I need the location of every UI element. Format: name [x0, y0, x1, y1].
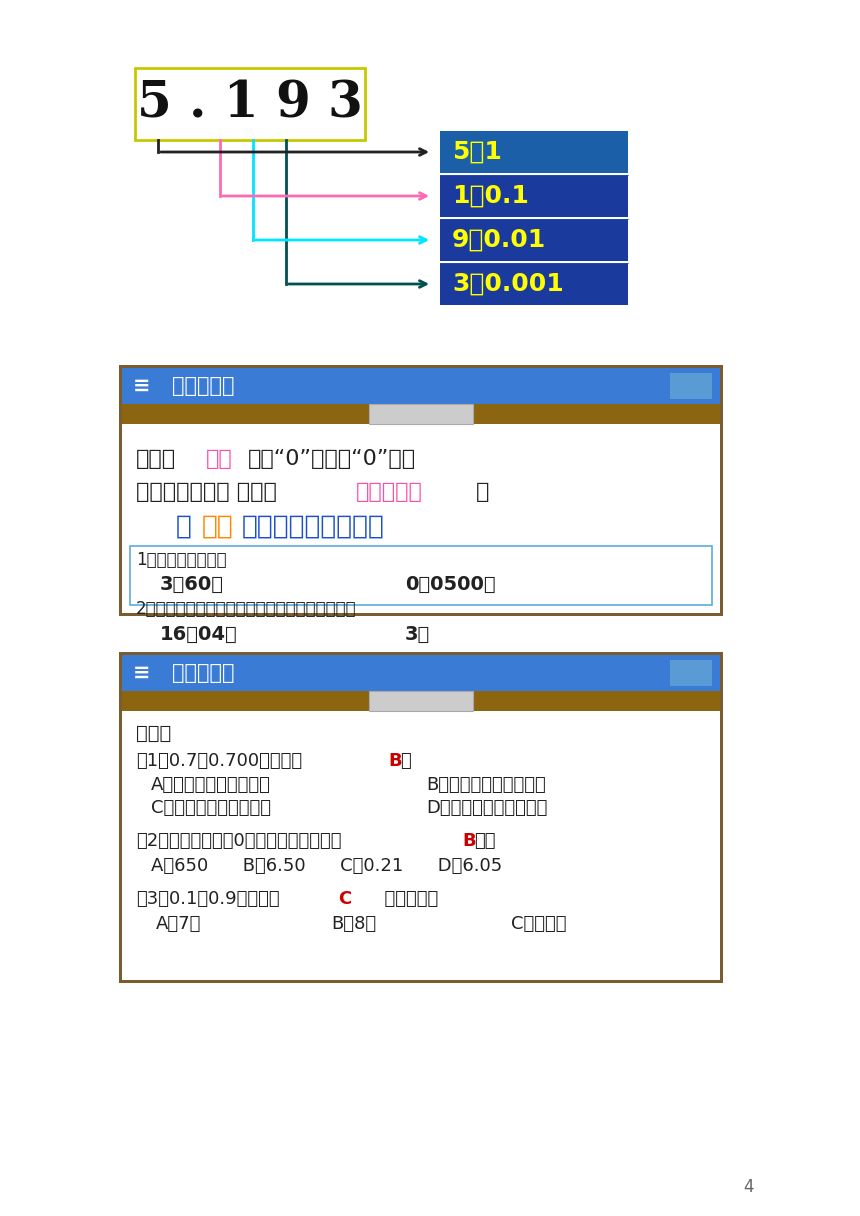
- Text: B: B: [462, 832, 476, 850]
- Bar: [440, 131, 628, 173]
- Bar: [122, 368, 720, 404]
- Bar: [440, 219, 628, 261]
- Text: （1）0.7与0.700相比，（: （1）0.7与0.700相比，（: [136, 751, 302, 770]
- Text: A、大小相等，意义相同: A、大小相等，意义相同: [151, 776, 271, 794]
- Bar: [122, 691, 720, 711]
- Text: C、大小不等，意义相同: C、大小不等，意义相同: [151, 799, 271, 817]
- Bar: [135, 68, 365, 140]
- Text: A、650      B、6.50      C、0.21      D、6.05: A、650 B、6.50 C、0.21 D、6.05: [151, 857, 502, 876]
- Text: B、大小相等，意义不同: B、大小相等，意义不同: [426, 776, 546, 794]
- Text: 整数: 整数: [202, 514, 234, 540]
- Text: ）: ）: [400, 751, 411, 770]
- Text: 添上“0”或去掉“0”，小: 添上“0”或去掉“0”，小: [248, 449, 416, 469]
- Text: 16．04＝: 16．04＝: [160, 625, 237, 643]
- Text: 3＝: 3＝: [405, 625, 430, 643]
- Text: 2、不改变数的大小，把下面各数改写成三位小数: 2、不改变数的大小，把下面各数改写成三位小数: [136, 599, 357, 618]
- Bar: [369, 404, 473, 424]
- Text: 。: 。: [476, 482, 489, 502]
- Text: 9个0.01: 9个0.01: [452, 229, 546, 252]
- Text: C、无数个: C、无数个: [511, 914, 567, 933]
- Bar: [440, 263, 628, 305]
- Text: 不存在这样的性质。: 不存在这样的性质。: [242, 514, 385, 540]
- Text: 1、化简下面小数。: 1、化简下面小数。: [136, 551, 227, 569]
- Text: A、7个: A、7个: [156, 914, 201, 933]
- Bar: [670, 373, 712, 399]
- Text: 3个0.001: 3个0.001: [452, 272, 564, 295]
- Text: 末尾: 末尾: [206, 449, 233, 469]
- Bar: [122, 404, 720, 424]
- Bar: [369, 691, 473, 711]
- Text: 5个1: 5个1: [452, 140, 502, 164]
- Bar: [122, 424, 720, 613]
- Text: 数的大小不变。 这叫做: 数的大小不变。 这叫做: [136, 482, 277, 502]
- Bar: [119, 652, 723, 983]
- Bar: [670, 660, 712, 686]
- Text: ≡: ≡: [133, 376, 150, 396]
- Bar: [122, 655, 720, 691]
- Text: 而: 而: [176, 514, 192, 540]
- Text: （2）下面各数，把0去掉大小不变的是（: （2）下面各数，把0去掉大小不变的是（: [136, 832, 341, 850]
- Text: ≡: ≡: [133, 663, 150, 683]
- Text: B、8个: B、8个: [331, 914, 376, 933]
- Text: ）个小数。: ）个小数。: [350, 890, 439, 908]
- Text: 4: 4: [743, 1178, 753, 1197]
- Text: D、大小不等，意义不同: D、大小不等，意义不同: [426, 799, 547, 817]
- Bar: [122, 711, 720, 980]
- Text: 小数的性质: 小数的性质: [172, 376, 235, 396]
- Text: 小数的: 小数的: [136, 449, 176, 469]
- Text: 小数的性质: 小数的性质: [356, 482, 423, 502]
- Text: （3）0.1和0.9之间有（: （3）0.1和0.9之间有（: [136, 890, 280, 908]
- Text: 小数的性质: 小数的性质: [172, 663, 235, 683]
- Bar: [119, 365, 723, 617]
- Text: 1个0.1: 1个0.1: [452, 184, 529, 208]
- Text: 3．60＝: 3．60＝: [160, 574, 224, 593]
- Text: C: C: [338, 890, 351, 908]
- Text: 0．0500＝: 0．0500＝: [405, 574, 495, 593]
- Text: ）。: ）。: [474, 832, 495, 850]
- Text: 5 . 1 9 3: 5 . 1 9 3: [137, 79, 363, 129]
- Text: B: B: [388, 751, 402, 770]
- Text: 选择：: 选择：: [136, 724, 171, 743]
- Bar: [130, 546, 712, 606]
- Bar: [440, 175, 628, 216]
